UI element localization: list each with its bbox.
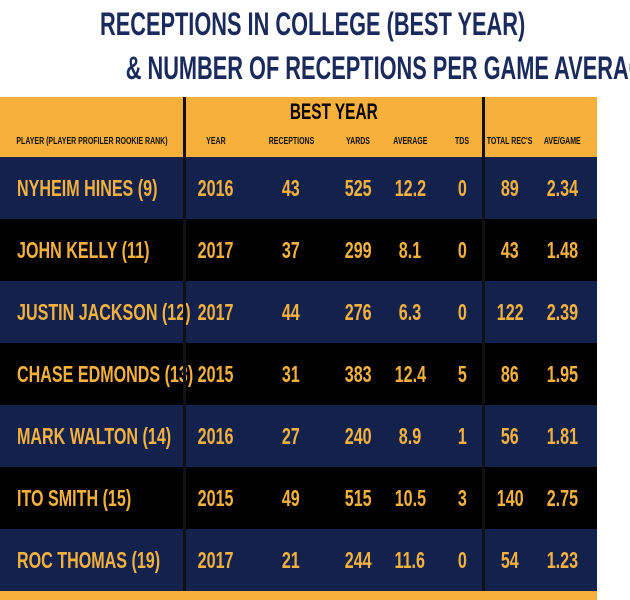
cell-yards: 515 xyxy=(344,484,372,511)
column-header: RECEPTIONS xyxy=(268,135,314,147)
cell-player: NYHEIM HINES (9) xyxy=(17,174,158,201)
column-header: YARDS xyxy=(346,135,370,147)
cell-receptions: 37 xyxy=(282,236,300,263)
column-header: TDS xyxy=(455,135,469,147)
cell-yards: 240 xyxy=(344,422,372,449)
cell-year: 2016 xyxy=(198,174,234,201)
title-line-1: RECEPTIONS IN COLLEGE (BEST YEAR) xyxy=(100,6,526,42)
cell-receptions: 49 xyxy=(282,484,300,511)
cell-total-recs: 86 xyxy=(501,360,519,387)
column-divider xyxy=(482,97,485,591)
cell-average: 12.4 xyxy=(394,360,426,387)
cell-ave-per-game: 2.39 xyxy=(546,298,578,325)
table-row: ITO SMITH (15) 2015 49 515 10.5 3 140 2.75 xyxy=(0,467,597,529)
cell-year: 2017 xyxy=(198,236,234,263)
cell-average: 6.3 xyxy=(398,298,422,325)
cell-receptions: 44 xyxy=(282,298,300,325)
cell-average: 10.5 xyxy=(394,484,426,511)
cell-receptions: 27 xyxy=(282,422,300,449)
cell-player: MARK WALTON (14) xyxy=(17,422,172,449)
cell-player: ROC THOMAS (19) xyxy=(17,546,161,573)
cell-tds: 1 xyxy=(457,422,467,449)
cell-tds: 0 xyxy=(457,174,467,201)
cell-tds: 0 xyxy=(457,298,467,325)
cell-year: 2017 xyxy=(198,298,234,325)
cell-average: 8.9 xyxy=(398,422,422,449)
cell-yards: 299 xyxy=(344,236,372,263)
cell-year: 2015 xyxy=(198,360,234,387)
cell-year: 2016 xyxy=(198,422,234,449)
cell-yards: 383 xyxy=(344,360,372,387)
cell-player: ITO SMITH (15) xyxy=(17,484,132,511)
cell-ave-per-game: 1.81 xyxy=(546,422,578,449)
table-footer-bar xyxy=(0,591,597,600)
cell-average: 8.1 xyxy=(398,236,422,263)
cell-yards: 276 xyxy=(344,298,372,325)
cell-receptions: 21 xyxy=(282,546,300,573)
cell-year: 2017 xyxy=(198,546,234,573)
cell-average: 11.6 xyxy=(394,546,426,573)
stats-table: BEST YEAR PLAYER (PLAYER PROFILER ROOKIE… xyxy=(0,97,597,600)
cell-total-recs: 56 xyxy=(501,422,519,449)
cell-receptions: 43 xyxy=(282,174,300,201)
cell-total-recs: 43 xyxy=(501,236,519,263)
cell-ave-per-game: 2.34 xyxy=(546,174,578,201)
column-header: YEAR xyxy=(206,135,226,147)
table-row: CHASE EDMONDS (13) 2015 31 383 12.4 5 86 1.95 xyxy=(0,343,597,405)
table-row: JUSTIN JACKSON (12) 2017 44 276 6.3 0 122 2.39 xyxy=(0,281,597,343)
table-header: BEST YEAR PLAYER (PLAYER PROFILER ROOKIE… xyxy=(0,97,597,157)
column-header: TOTAL REC'S xyxy=(487,135,533,147)
cell-total-recs: 89 xyxy=(501,174,519,201)
cell-tds: 0 xyxy=(457,546,467,573)
table-row: ROC THOMAS (19) 2017 21 244 11.6 0 54 1.23 xyxy=(0,529,597,591)
table-row: MARK WALTON (14) 2016 27 240 8.9 1 56 1.81 xyxy=(0,405,597,467)
cell-total-recs: 54 xyxy=(501,546,519,573)
table-row: JOHN KELLY (11) 2017 37 299 8.1 0 43 1.48 xyxy=(0,219,597,281)
cell-tds: 5 xyxy=(457,360,467,387)
cell-average: 12.2 xyxy=(394,174,426,201)
table-row: NYHEIM HINES (9) 2016 43 525 12.2 0 89 2.34 xyxy=(0,157,597,219)
cell-ave-per-game: 1.23 xyxy=(546,546,578,573)
cell-player: JOHN KELLY (11) xyxy=(17,236,150,263)
best-year-header: BEST YEAR xyxy=(289,99,378,124)
cell-yards: 525 xyxy=(344,174,372,201)
column-divider xyxy=(183,97,186,591)
cell-player: JUSTIN JACKSON (12) xyxy=(17,298,191,325)
cell-ave-per-game: 1.95 xyxy=(546,360,578,387)
column-header: AVERAGE xyxy=(392,135,428,147)
cell-ave-per-game: 2.75 xyxy=(546,484,578,511)
column-header: AVE/GAME xyxy=(543,135,581,147)
cell-yards: 244 xyxy=(344,546,372,573)
title-line-2: & NUMBER OF RECEPTIONS PER GAME AVERAGE xyxy=(125,50,630,86)
column-header: PLAYER (PLAYER PROFILER ROOKIE RANK) xyxy=(16,135,168,147)
cell-tds: 0 xyxy=(457,236,467,263)
cell-receptions: 31 xyxy=(282,360,300,387)
cell-ave-per-game: 1.48 xyxy=(546,236,578,263)
cell-tds: 3 xyxy=(457,484,467,511)
cell-player: CHASE EDMONDS (13) xyxy=(17,360,194,387)
cell-year: 2015 xyxy=(198,484,234,511)
cell-total-recs: 140 xyxy=(496,484,524,511)
cell-total-recs: 122 xyxy=(496,298,524,325)
